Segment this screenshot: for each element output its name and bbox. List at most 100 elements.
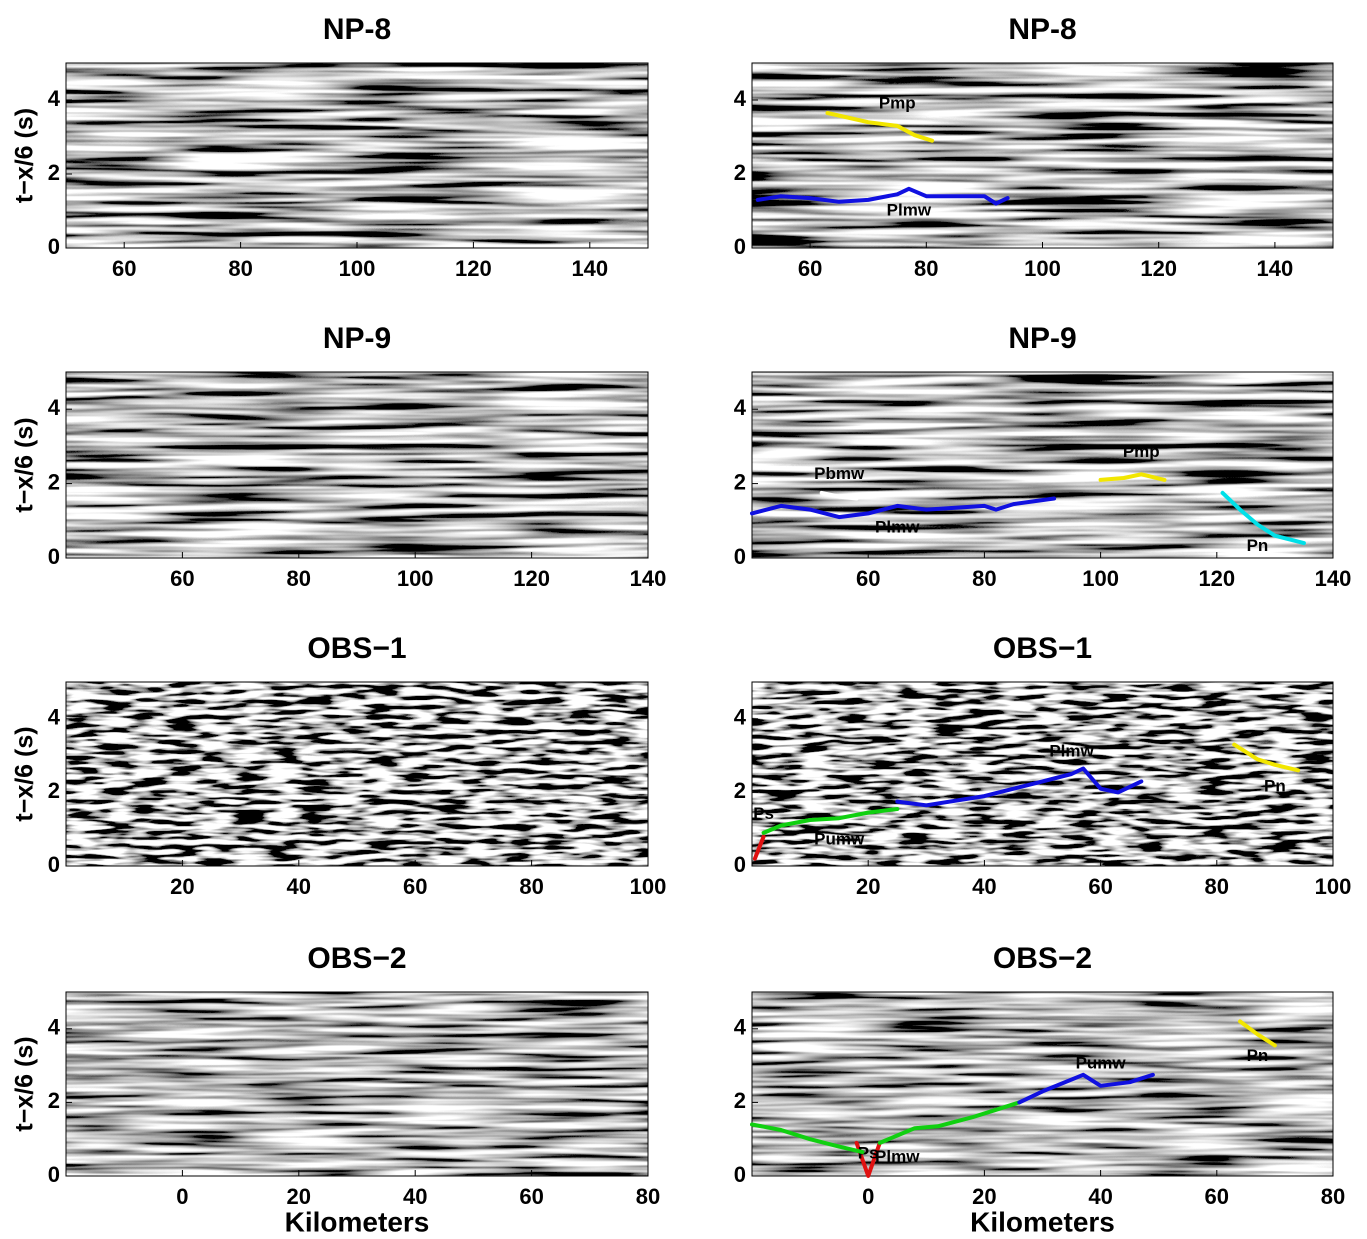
y-tick-label: 0	[48, 234, 60, 259]
x-axis-label: Kilometers	[970, 1206, 1115, 1237]
y-tick-label: 2	[734, 160, 746, 185]
x-tick-label: 20	[170, 874, 194, 899]
panel-title: OBS−2	[307, 942, 406, 975]
plot-frame	[751, 681, 1334, 867]
y-tick-label: 4	[48, 395, 61, 420]
y-axis-label: t−x/6 (s)	[11, 417, 39, 512]
phase-pick	[895, 766, 1144, 808]
y-tick-label: 4	[734, 705, 747, 730]
x-tick-label: 20	[287, 1184, 311, 1209]
seismic-background	[66, 63, 648, 248]
phase-pick	[825, 111, 935, 143]
phase-pick	[750, 1100, 1022, 1155]
y-tick-label: 2	[48, 160, 60, 185]
x-axis-label: Kilometers	[285, 1206, 430, 1237]
x-tick-label: 60	[1205, 1184, 1229, 1209]
x-tick-label: 0	[862, 1184, 874, 1209]
plot-frame	[65, 371, 649, 559]
x-tick-label: 60	[856, 566, 880, 591]
x-tick-label: 120	[513, 566, 550, 591]
seismic-background	[66, 992, 648, 1176]
phase-label: Pumw	[814, 830, 865, 849]
y-tick-label: 2	[48, 778, 60, 803]
x-tick-label: 80	[636, 1184, 660, 1209]
panel-title: NP-9	[323, 322, 391, 355]
x-tick-label: 100	[397, 566, 434, 591]
panel-title: OBS−1	[307, 632, 406, 665]
y-tick-label: 4	[48, 705, 61, 730]
y-tick-label: 2	[734, 1088, 746, 1113]
x-tick-label: 60	[798, 256, 822, 281]
x-tick-label: 40	[1088, 1184, 1112, 1209]
seismic-background	[752, 63, 1333, 248]
phase-label: Plmw	[875, 517, 920, 536]
y-tick-label: 0	[734, 234, 746, 259]
y-tick-label: 4	[734, 1015, 747, 1040]
x-tick-label: 80	[1205, 874, 1229, 899]
x-tick-label: 0	[176, 1184, 188, 1209]
phase-pick	[761, 807, 900, 835]
x-tick-label: 20	[972, 1184, 996, 1209]
seismic-background	[752, 682, 1333, 866]
plot-frame	[751, 991, 1334, 1177]
y-tick-label: 2	[734, 778, 746, 803]
seismic-background	[752, 992, 1333, 1176]
phase-label: Pbmw	[814, 464, 865, 483]
y-tick-label: 0	[734, 544, 746, 569]
x-tick-label: 120	[1140, 256, 1177, 281]
panel-title: OBS−1	[993, 632, 1092, 665]
panel-title: NP-8	[1008, 13, 1076, 46]
y-axis-label: t−x/6 (s)	[11, 726, 39, 821]
phase-label: Plmw	[887, 200, 932, 219]
phase-label: Pmp	[1123, 442, 1160, 461]
panel-title: NP-8	[323, 13, 391, 46]
x-tick-label: 60	[170, 566, 194, 591]
plot-frame	[65, 991, 649, 1177]
x-tick-label: 100	[630, 874, 667, 899]
plot-frame	[751, 371, 1334, 559]
phase-label: Pmp	[879, 93, 916, 112]
y-tick-label: 2	[48, 1088, 60, 1113]
x-tick-label: 60	[1088, 874, 1112, 899]
phase-label: Ps	[858, 1143, 879, 1162]
phase-label: Plmw	[875, 1147, 920, 1166]
phase-label: Ps	[753, 804, 774, 823]
x-tick-label: 120	[1198, 566, 1235, 591]
x-tick-label: 40	[972, 874, 996, 899]
phase-pick	[819, 490, 859, 501]
x-tick-label: 80	[914, 256, 938, 281]
phase-label: Pn	[1247, 536, 1269, 555]
x-tick-label: 80	[228, 256, 252, 281]
y-tick-label: 0	[48, 852, 60, 877]
x-tick-label: 60	[519, 1184, 543, 1209]
x-tick-label: 100	[339, 256, 376, 281]
phase-label: Pumw	[1076, 1053, 1127, 1072]
y-tick-label: 0	[734, 852, 746, 877]
x-tick-label: 20	[856, 874, 880, 899]
x-tick-label: 140	[571, 256, 608, 281]
seismic-background	[66, 372, 648, 558]
y-axis-label: t−x/6 (s)	[11, 108, 39, 203]
phase-label: Pn	[1247, 1046, 1269, 1065]
panel-title: NP-9	[1008, 322, 1076, 355]
x-tick-label: 120	[455, 256, 492, 281]
y-tick-label: 4	[48, 1015, 61, 1040]
x-tick-label: 60	[403, 874, 427, 899]
x-tick-label: 80	[287, 566, 311, 591]
y-tick-label: 4	[734, 395, 747, 420]
y-tick-label: 2	[48, 469, 60, 494]
phase-pick	[1220, 490, 1306, 546]
y-tick-label: 0	[48, 1162, 60, 1187]
y-tick-label: 4	[48, 86, 61, 111]
phase-pick	[1017, 1072, 1155, 1105]
x-tick-label: 80	[519, 874, 543, 899]
x-tick-label: 40	[287, 874, 311, 899]
phase-label: Pn	[1264, 776, 1286, 795]
plot-frame	[65, 681, 649, 867]
phase-label: Plmw	[1049, 741, 1094, 760]
x-tick-label: 100	[1024, 256, 1061, 281]
seismic-background	[66, 682, 648, 866]
x-tick-label: 140	[1257, 256, 1294, 281]
